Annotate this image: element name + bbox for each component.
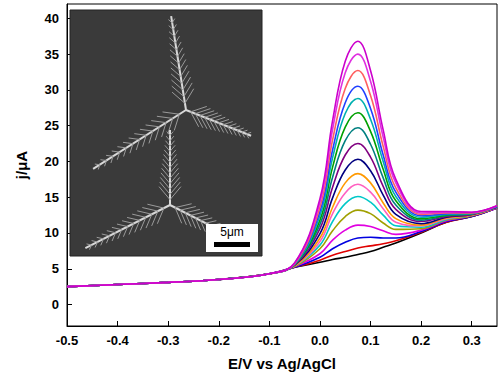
- svg-text:0: 0: [52, 297, 59, 312]
- svg-text:0.0: 0.0: [311, 333, 329, 348]
- svg-text:-0.1: -0.1: [258, 333, 280, 348]
- svg-text:40: 40: [45, 11, 59, 26]
- svg-text:0.1: 0.1: [361, 333, 379, 348]
- svg-text:0.3: 0.3: [463, 333, 481, 348]
- svg-text:10: 10: [45, 225, 59, 240]
- svg-text:20: 20: [45, 154, 59, 169]
- svg-text:-0.4: -0.4: [106, 333, 129, 348]
- svg-text:-0.3: -0.3: [157, 333, 179, 348]
- svg-text:5μm: 5μm: [220, 225, 244, 239]
- svg-text:E/V vs Ag/AgCl: E/V vs Ag/AgCl: [228, 355, 336, 372]
- svg-text:j/μA: j/μA: [13, 151, 30, 181]
- svg-text:-0.2: -0.2: [208, 333, 230, 348]
- svg-text:0.2: 0.2: [412, 333, 430, 348]
- svg-text:35: 35: [45, 47, 59, 62]
- svg-text:15: 15: [45, 190, 59, 205]
- svg-text:25: 25: [45, 118, 59, 133]
- svg-text:5: 5: [52, 261, 59, 276]
- svg-text:30: 30: [45, 82, 59, 97]
- svg-text:-0.5: -0.5: [56, 333, 78, 348]
